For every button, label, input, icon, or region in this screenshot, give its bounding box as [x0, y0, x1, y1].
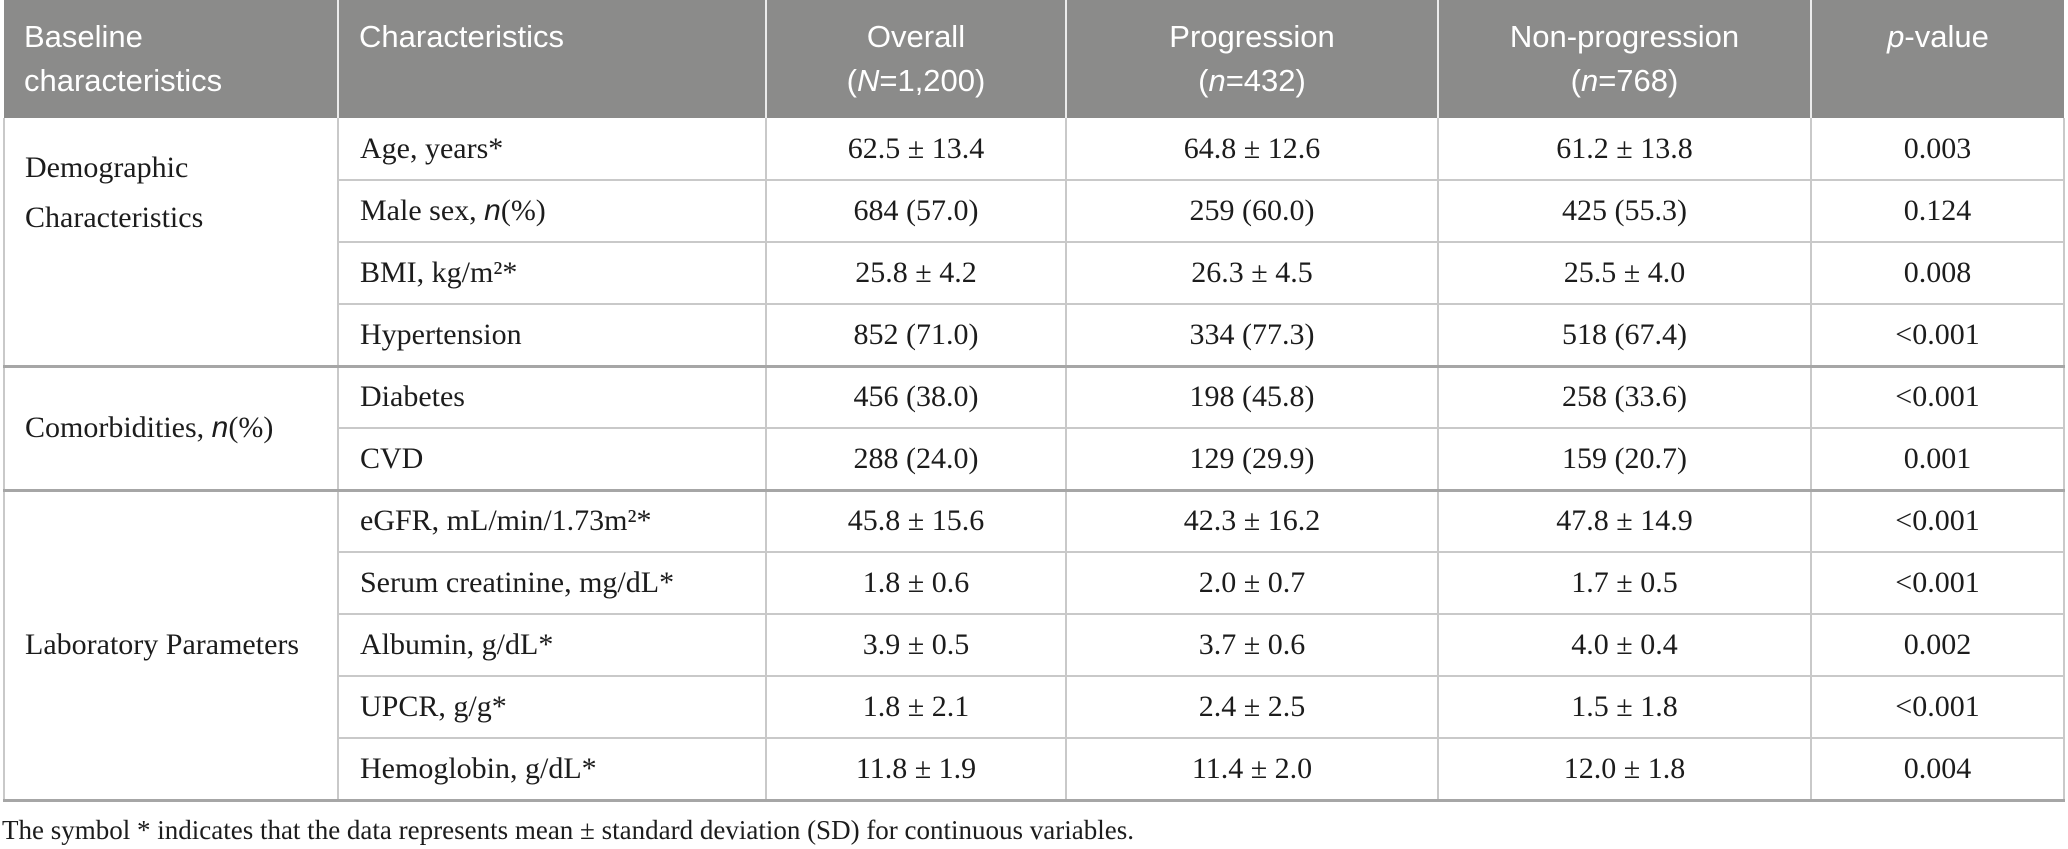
progression-value-cell: 2.0 ± 0.7 — [1065, 551, 1439, 615]
characteristic-cell: BMI, kg/m²* — [337, 241, 767, 305]
non-progression-value-cell: 425 (55.3) — [1437, 179, 1812, 243]
overall-value-cell: 25.8 ± 4.2 — [765, 241, 1067, 305]
col-header-progression-name: Progression — [1169, 19, 1335, 54]
p-value-cell: 0.008 — [1810, 241, 2065, 305]
non-progression-value-cell: 12.0 ± 1.8 — [1437, 737, 1812, 801]
overall-value-cell: 684 (57.0) — [765, 179, 1067, 243]
p-value-cell: 0.002 — [1810, 613, 2065, 677]
col-header-p-value: p-value — [1810, 0, 2064, 118]
progression-value-cell: 11.4 ± 2.0 — [1065, 737, 1439, 801]
overall-value-cell: 62.5 ± 13.4 — [765, 118, 1067, 181]
group-label-laboratory: Laboratory Parameters — [3, 488, 339, 801]
p-value-cell: <0.001 — [1810, 303, 2065, 367]
overall-value-cell: 852 (71.0) — [765, 303, 1067, 367]
non-progression-value-cell: 61.2 ± 13.8 — [1437, 118, 1812, 181]
characteristic-cell: Albumin, g/dL* — [337, 613, 767, 677]
overall-value-cell: 11.8 ± 1.9 — [765, 737, 1067, 801]
overall-value-cell: 456 (38.0) — [765, 364, 1067, 429]
table-row: Demographic Characteristics Age, years* … — [3, 118, 2065, 367]
progression-value-cell: 42.3 ± 16.2 — [1065, 488, 1439, 553]
characteristic-cell: Male sex, n(%) — [337, 179, 767, 243]
table-row: Albumin, g/dL* 3.9 ± 0.5 3.7 ± 0.6 4.0 ±… — [4, 613, 2065, 677]
p-value-cell: 0.003 — [1810, 118, 2065, 181]
table-row: Male sex, n(%) 684 (57.0) 259 (60.0) 425… — [4, 179, 2065, 243]
overall-value-cell: 288 (24.0) — [765, 427, 1067, 491]
p-value-cell: <0.001 — [1810, 488, 2065, 553]
progression-value-cell: 129 (29.9) — [1065, 427, 1439, 491]
progression-value-cell: 334 (77.3) — [1065, 303, 1439, 367]
p-value-cell: 0.124 — [1810, 179, 2065, 243]
progression-value-cell: 26.3 ± 4.5 — [1065, 241, 1439, 305]
non-progression-value-cell: 258 (33.6) — [1437, 364, 1812, 429]
col-header-overall-name: Overall — [866, 19, 966, 54]
progression-value-cell: 3.7 ± 0.6 — [1065, 613, 1439, 677]
col-header-characteristics: Characteristics — [337, 0, 766, 118]
header-row: Baseline characteristics Characteristics… — [4, 0, 2064, 118]
table-row: Comorbidities, n(%) Diabetes 456 (38.0) … — [3, 364, 2065, 491]
col-header-non-progression-n: (n=768) — [1570, 63, 1679, 98]
baseline-characteristics-table: Baseline characteristics Characteristics… — [3, 0, 2065, 802]
non-progression-value-cell: 159 (20.7) — [1437, 427, 1812, 491]
table-row: Serum creatinine, mg/dL* 1.8 ± 0.6 2.0 ±… — [4, 551, 2065, 615]
p-value-cell: <0.001 — [1810, 675, 2065, 739]
non-progression-value-cell: 4.0 ± 0.4 — [1437, 613, 1812, 677]
characteristic-cell: Age, years* — [337, 118, 767, 181]
p-value-cell: 0.001 — [1810, 427, 2065, 491]
non-progression-value-cell: 1.5 ± 1.8 — [1437, 675, 1812, 739]
overall-value-cell: 3.9 ± 0.5 — [765, 613, 1067, 677]
progression-value-cell: 2.4 ± 2.5 — [1065, 675, 1439, 739]
characteristic-cell: UPCR, g/g* — [337, 675, 767, 739]
characteristic-cell: Hypertension — [337, 303, 767, 367]
col-header-overall: Overall (N=1,200) — [765, 0, 1066, 118]
non-progression-value-cell: 518 (67.4) — [1437, 303, 1812, 367]
non-progression-value-cell: 47.8 ± 14.9 — [1437, 488, 1812, 553]
col-header-non-progression: Non-progression (n=768) — [1437, 0, 1811, 118]
table-row: Hypertension 852 (71.0) 334 (77.3) 518 (… — [4, 303, 2065, 367]
characteristic-cell: Hemoglobin, g/dL* — [337, 737, 767, 801]
progression-value-cell: 64.8 ± 12.6 — [1065, 118, 1439, 181]
progression-value-cell: 259 (60.0) — [1065, 179, 1439, 243]
table-row: CVD 288 (24.0) 129 (29.9) 159 (20.7) 0.0… — [4, 427, 2065, 491]
overall-value-cell: 1.8 ± 0.6 — [765, 551, 1067, 615]
p-value-cell: <0.001 — [1810, 551, 2065, 615]
characteristic-cell: eGFR, mL/min/1.73m²* — [337, 488, 767, 553]
col-header-progression: Progression (n=432) — [1065, 0, 1438, 118]
col-header-progression-n: (n=432) — [1198, 63, 1306, 98]
p-value-cell: <0.001 — [1810, 364, 2065, 429]
characteristic-cell: CVD — [337, 427, 767, 491]
characteristic-cell: Diabetes — [337, 364, 767, 429]
group-label-demographic: Demographic Characteristics — [3, 118, 339, 367]
table-footnote: The symbol * indicates that the data rep… — [2, 814, 1134, 845]
group-label-comorbidities: Comorbidities, n(%) — [3, 364, 339, 491]
non-progression-value-cell: 25.5 ± 4.0 — [1437, 241, 1812, 305]
overall-value-cell: 45.8 ± 15.6 — [765, 488, 1067, 553]
table-row: BMI, kg/m²* 25.8 ± 4.2 26.3 ± 4.5 25.5 ±… — [4, 241, 2065, 305]
table-row: Hemoglobin, g/dL* 11.8 ± 1.9 11.4 ± 2.0 … — [4, 737, 2065, 801]
p-value-cell: 0.004 — [1810, 737, 2065, 801]
progression-value-cell: 198 (45.8) — [1065, 364, 1439, 429]
table-row: Laboratory Parameters eGFR, mL/min/1.73m… — [3, 488, 2065, 801]
characteristic-cell: Serum creatinine, mg/dL* — [337, 551, 767, 615]
non-progression-value-cell: 1.7 ± 0.5 — [1437, 551, 1812, 615]
col-header-baseline-characteristics: Baseline characteristics — [4, 0, 338, 118]
overall-value-cell: 1.8 ± 2.1 — [765, 675, 1067, 739]
table-row: UPCR, g/g* 1.8 ± 2.1 2.4 ± 2.5 1.5 ± 1.8… — [4, 675, 2065, 739]
col-header-overall-n: (N=1,200) — [846, 63, 986, 98]
col-header-non-progression-name: Non-progression — [1509, 19, 1740, 54]
